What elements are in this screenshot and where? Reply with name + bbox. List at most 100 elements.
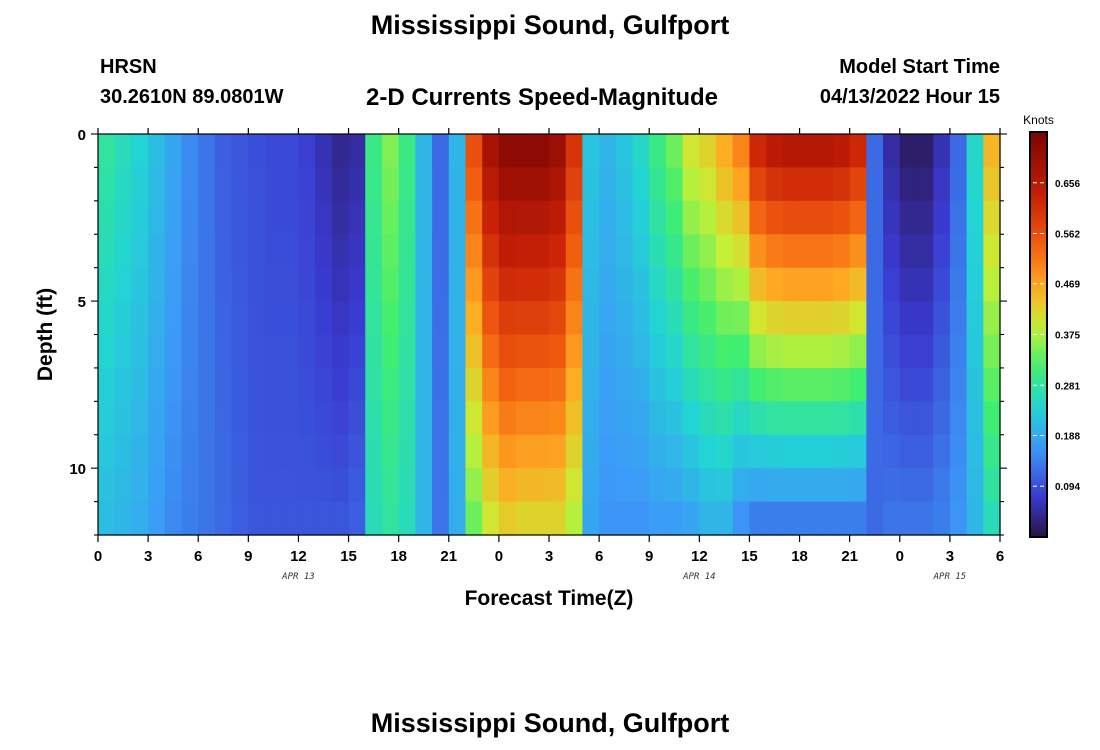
heatmap-cell: [231, 167, 249, 202]
heatmap-cell: [933, 267, 951, 302]
heatmap-cell: [832, 167, 851, 202]
heatmap-cell: [849, 301, 867, 336]
heatmap-cell: [415, 234, 433, 269]
heatmap-cell: [565, 501, 583, 536]
heatmap-cell: [899, 367, 918, 402]
heatmap-cell: [799, 134, 817, 169]
heatmap-cell: [281, 234, 300, 269]
heatmap-cell: [365, 501, 383, 536]
heatmap-cell: [348, 334, 366, 369]
heatmap-cell: [799, 167, 817, 202]
heatmap-cell: [181, 267, 199, 302]
heatmap-cell: [649, 367, 667, 402]
heatmap-cell: [849, 334, 867, 369]
heatmap-cell: [682, 334, 700, 369]
heatmap-cell: [381, 234, 400, 269]
heatmap-cell: [98, 401, 116, 436]
heatmap-cell: [799, 267, 817, 302]
heatmap-cell: [148, 301, 166, 336]
heatmap-cell: [782, 301, 801, 336]
heatmap-cell: [181, 301, 199, 336]
heatmap-cell: [498, 200, 517, 235]
heatmap-cell: [331, 301, 350, 336]
heatmap-cell: [198, 234, 216, 269]
heatmap-cell: [98, 200, 116, 235]
heatmap-cell: [198, 200, 216, 235]
heatmap-cell: [665, 167, 684, 202]
heatmap-cell: [198, 334, 216, 369]
heatmap-cell: [281, 501, 300, 536]
heatmap-cell: [148, 167, 166, 202]
heatmap-cell: [632, 434, 650, 469]
heatmap-cell: [248, 501, 266, 536]
heatmap-cell: [699, 301, 717, 336]
heatmap-cell: [231, 401, 249, 436]
heatmap-cell: [565, 367, 583, 402]
heatmap-cell: [549, 401, 567, 436]
x-tick-label: 15: [741, 548, 758, 565]
heatmap-cell: [432, 267, 450, 302]
heatmap-cell: [465, 334, 483, 369]
heatmap-cell: [949, 167, 968, 202]
heatmap-cell: [365, 367, 383, 402]
heatmap-cell: [549, 468, 567, 503]
heatmap-cell: [782, 134, 801, 169]
heatmap-cell: [899, 301, 918, 336]
heatmap-cell: [415, 267, 433, 302]
heatmap-cell: [415, 367, 433, 402]
heatmap-cell: [649, 434, 667, 469]
heatmap-cell: [515, 267, 533, 302]
heatmap-cell: [432, 334, 450, 369]
heatmap-cell: [365, 234, 383, 269]
heatmap-cell: [682, 301, 700, 336]
x-tick-label: 3: [144, 548, 152, 565]
heatmap-cell: [265, 434, 283, 469]
heatmap-cell: [448, 501, 467, 536]
heatmap-cell: [164, 401, 183, 436]
heatmap-cell: [949, 334, 968, 369]
heatmap-cell: [131, 134, 149, 169]
heatmap-cell: [265, 167, 283, 202]
heatmap-cell: [866, 468, 884, 503]
heatmap-cell: [381, 401, 400, 436]
heatmap-cell: [181, 234, 199, 269]
heatmap-cell: [198, 134, 216, 169]
heatmap-cell: [716, 234, 734, 269]
heatmap-cell: [732, 134, 751, 169]
heatmap-cell: [615, 334, 634, 369]
heatmap-cell: [582, 167, 600, 202]
heatmap-cell: [899, 167, 918, 202]
heatmap-cell: [983, 367, 1001, 402]
heatmap-cell: [632, 401, 650, 436]
heatmap-cell: [498, 167, 517, 202]
heatmap-cell: [498, 501, 517, 536]
heatmap-cell: [849, 200, 867, 235]
heatmap-cell: [699, 167, 717, 202]
heatmap-cell: [916, 401, 934, 436]
heatmap-cell: [916, 200, 934, 235]
heatmap-cell: [933, 200, 951, 235]
heatmap-cell: [632, 334, 650, 369]
heatmap-cell: [682, 468, 700, 503]
heatmap-cell: [916, 367, 934, 402]
heatmap-cell: [849, 234, 867, 269]
heatmap-cell: [849, 167, 867, 202]
heatmap-cell: [549, 301, 567, 336]
heatmap-cell: [899, 468, 918, 503]
heatmap-cell: [933, 334, 951, 369]
heatmap-cell: [649, 401, 667, 436]
heatmap-cell: [565, 401, 583, 436]
heatmap-cell: [98, 134, 116, 169]
heatmap-cell: [832, 401, 851, 436]
x-axis: 0 3 6 9 12 15 18 21 0 3 6 9 12 15 18 21 0 3 6 APR 13 APR 14 A…: [94, 128, 1004, 610]
heatmap-cell: [949, 434, 968, 469]
heatmap-cell: [164, 501, 183, 536]
heatmap-cell: [665, 200, 684, 235]
heatmap-cell: [465, 234, 483, 269]
heatmap-cell: [281, 468, 300, 503]
heatmap-cell: [582, 434, 600, 469]
y-tick-label: 0: [78, 127, 86, 144]
heatmap-cell: [148, 200, 166, 235]
heatmap-cell: [198, 167, 216, 202]
heatmap-cell: [148, 367, 166, 402]
